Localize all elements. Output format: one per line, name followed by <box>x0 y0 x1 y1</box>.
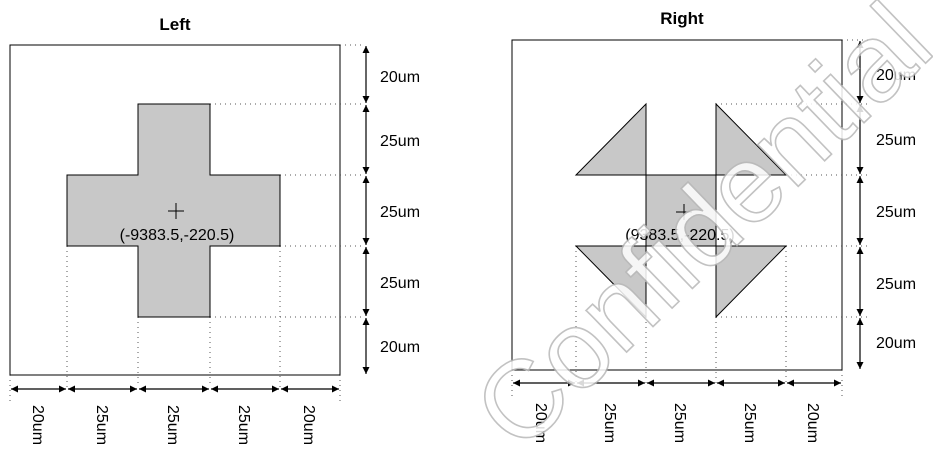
left-dim-h-4: 25um <box>235 405 252 445</box>
left-dim-h-3: 25um <box>164 405 181 445</box>
left-center-marker <box>168 203 184 219</box>
left-dim-v-3: 25um <box>380 204 420 221</box>
right-triangle-top-right <box>715 102 788 176</box>
right-triangle-bottom-right <box>715 245 788 319</box>
left-guides <box>9 44 365 405</box>
left-dim-h-1: 20um <box>29 405 46 445</box>
right-center-square <box>645 174 717 247</box>
right-dim-v-3: 25um <box>876 204 916 221</box>
right-center-marker <box>676 204 692 220</box>
right-triangle-bottom-left <box>574 245 647 319</box>
left-title: Left <box>159 15 191 34</box>
left-dim-v-2: 25um <box>380 133 420 150</box>
left-dim-v-4: 25um <box>380 275 420 292</box>
right-center-coordinate: (9383.5,-220.5) <box>625 227 734 244</box>
left-dim-v-1: 20um <box>380 69 420 86</box>
right-dim-h-4: 25um <box>741 403 758 443</box>
right-dim-h-1: 20um <box>532 403 549 443</box>
right-dim-v-1: 20um <box>876 67 916 84</box>
right-panel: Right (9383.5,-2 <box>511 9 916 443</box>
left-panel: Left (-9383.5,-220.5) <box>9 15 420 445</box>
right-dim-h-2: 25um <box>601 403 618 443</box>
left-dim-h-5: 20um <box>300 405 317 445</box>
left-dim-v-5: 20um <box>380 339 420 356</box>
right-dim-h-5: 20um <box>804 403 821 443</box>
right-title: Right <box>660 9 704 28</box>
right-guides <box>511 39 868 400</box>
left-dim-h-2: 25um <box>93 405 110 445</box>
right-dim-v-2: 25um <box>876 132 916 149</box>
right-pinwheel-shape <box>574 102 788 319</box>
right-dim-v-4: 25um <box>876 276 916 293</box>
right-dim-h-3: 25um <box>671 403 688 443</box>
right-dim-v-5: 20um <box>876 335 916 352</box>
left-center-coordinate: (-9383.5,-220.5) <box>120 227 235 244</box>
right-triangle-top-left <box>574 102 647 176</box>
